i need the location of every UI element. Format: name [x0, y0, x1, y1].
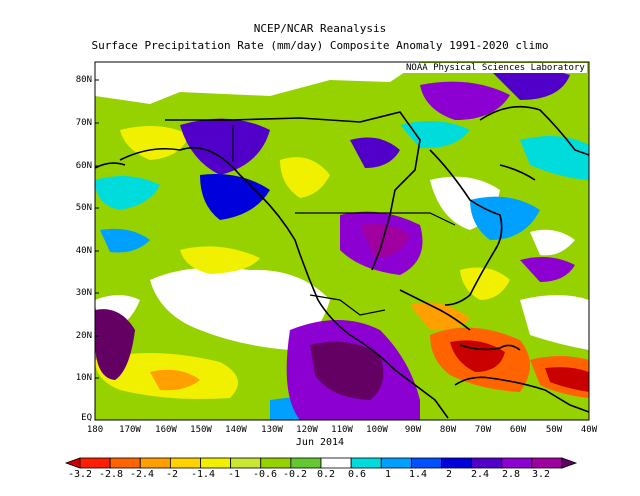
- lat-ticks: [95, 79, 99, 421]
- colorbar-swatch: [471, 457, 503, 469]
- coastlines: [94, 105, 590, 419]
- colorbar-label: 3.2: [531, 469, 551, 480]
- lat-label-20n: 20N: [75, 331, 92, 341]
- colorbar-swatch: [531, 457, 563, 469]
- colorbar-swatch: [139, 457, 171, 469]
- lat-label-30n: 30N: [75, 288, 92, 298]
- colorbar-swatch: [380, 457, 412, 469]
- very-dry-regions: [150, 302, 589, 398]
- lon-label-170w: 170W: [119, 425, 141, 435]
- colorbar-label: -1: [227, 469, 241, 480]
- lat-label-70n: 70N: [75, 118, 92, 128]
- colorbar-label: -3.2: [67, 469, 93, 480]
- colorbar-label: 0.2: [316, 469, 336, 480]
- colorbar-label: -2.4: [129, 469, 155, 480]
- lon-label-90w: 90W: [404, 425, 422, 435]
- lat-label-60n: 60N: [75, 161, 92, 171]
- lon-label-110w: 110W: [331, 425, 353, 435]
- title-line-1: NCEP/NCAR Reanalysis: [253, 22, 387, 35]
- dry-regions: [95, 126, 510, 399]
- colorbar-swatch: [320, 457, 352, 469]
- colorbar-label: 1: [384, 469, 392, 480]
- colorbar-arrow-left: [64, 457, 81, 469]
- political-borders: [232, 125, 456, 316]
- colorbar-swatch: [350, 457, 382, 469]
- lat-label-40n: 40N: [75, 246, 92, 256]
- colorbar-label: -2.8: [98, 469, 124, 480]
- title-line-2: Surface Precipitation Rate (mm/day) Comp…: [91, 39, 549, 52]
- lon-label-140w: 140W: [225, 425, 247, 435]
- lat-label-10n: 10N: [75, 373, 92, 383]
- lon-label-160w: 160W: [155, 425, 177, 435]
- colorbar-label: 2.4: [470, 469, 490, 480]
- lon-label-80w: 80W: [439, 425, 457, 435]
- colorbar-swatch: [79, 457, 111, 469]
- colorbar-label: -1.4: [190, 469, 216, 480]
- wet-regions: [95, 66, 575, 420]
- colorbar-label: 2.8: [501, 469, 521, 480]
- colorbar-swatch: [230, 457, 262, 469]
- colorbar-swatch: [501, 457, 533, 469]
- colorbar-swatch: [410, 457, 442, 469]
- colorbar-label: -2: [165, 469, 179, 480]
- credit-label: NOAA Physical Sciences Laboratory: [404, 63, 587, 73]
- colorbar-swatch: [169, 457, 201, 469]
- map-frame: [94, 61, 590, 421]
- colorbar-arrow-right: [561, 457, 578, 469]
- date-label: Jun 2014: [295, 437, 345, 448]
- colorbar-label: -0.6: [252, 469, 278, 480]
- lon-label-40w: 40W: [580, 425, 598, 435]
- lon-label-60w: 60W: [509, 425, 527, 435]
- lat-label-50n: 50N: [75, 203, 92, 213]
- colorbar-swatch: [441, 457, 473, 469]
- colorbar-label: 0.6: [347, 469, 367, 480]
- colorbar-swatch: [260, 457, 292, 469]
- colorbar-label: -0.2: [282, 469, 308, 480]
- colorbar-swatch: [200, 457, 232, 469]
- lon-label-120w: 120W: [296, 425, 318, 435]
- colorbar-label: 1.4: [408, 469, 428, 480]
- lat-label-80n: 80N: [75, 75, 92, 85]
- lon-label-180: 180: [86, 425, 104, 435]
- colorbar-label: 2: [445, 469, 453, 480]
- lat-label-eq: EQ: [81, 413, 92, 423]
- lon-label-70w: 70W: [474, 425, 492, 435]
- lon-label-150w: 150W: [190, 425, 212, 435]
- colorbar-swatch: [109, 457, 141, 469]
- lon-label-50w: 50W: [545, 425, 563, 435]
- lon-label-130w: 130W: [261, 425, 283, 435]
- colorbar-swatch: [290, 457, 322, 469]
- lon-label-100w: 100W: [366, 425, 388, 435]
